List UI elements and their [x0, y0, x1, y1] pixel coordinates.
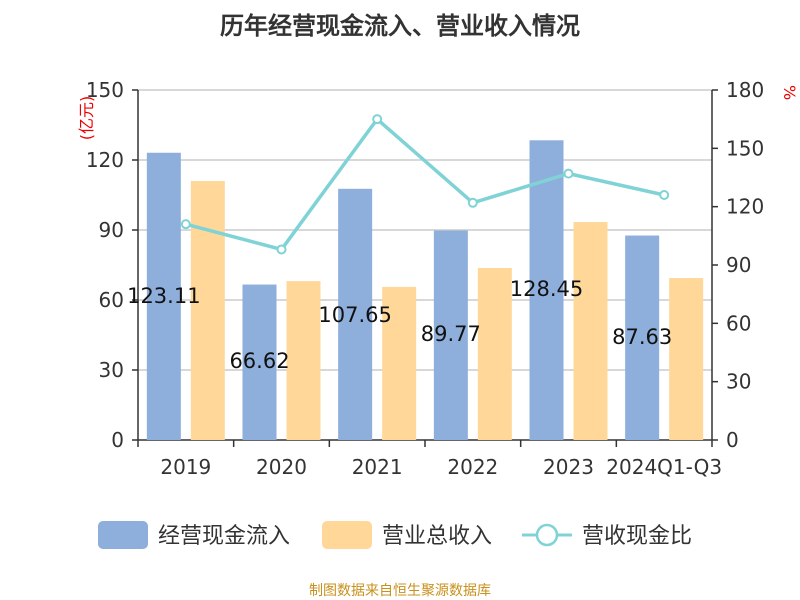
y-left-tick-label: 150: [86, 78, 124, 102]
data-label: 89.77: [421, 322, 481, 346]
x-tick-label: 2023: [543, 455, 594, 479]
y-right-tick-label: 120: [726, 195, 764, 219]
bar-revenue: [382, 286, 417, 440]
y-left-axis-label: (亿元): [77, 96, 96, 141]
chart-title: 历年经营现金流入、营业收入情况: [220, 12, 580, 40]
bar-revenue: [669, 278, 704, 440]
line-point: [467, 197, 478, 208]
data-label: 123.11: [127, 284, 200, 308]
bar-revenue: [286, 281, 321, 440]
x-tick-label: 2020: [256, 455, 307, 479]
line-point: [180, 219, 191, 230]
data-label: 66.62: [229, 349, 289, 373]
x-tick-label: 2021: [352, 455, 403, 479]
line-ratio: [185, 116, 665, 252]
line-point: [372, 114, 383, 125]
y-right-axis-label: %: [780, 85, 799, 100]
line-point: [659, 190, 670, 200]
data-label: 87.63: [612, 325, 672, 349]
data-label: 107.65: [318, 303, 391, 327]
bar-cash-inflow: [242, 284, 277, 440]
legend-label: 营业总收入: [382, 524, 492, 549]
y-left-tick-label: 120: [86, 148, 124, 172]
y-right-tick-label: 180: [726, 78, 764, 102]
legend-label: 经营现金流入: [158, 524, 290, 549]
line-point: [276, 244, 287, 255]
bar-cash-inflow: [625, 235, 660, 440]
x-tick-label: 2019: [160, 455, 211, 479]
bar-cash-inflow: [529, 140, 564, 441]
line-point: [563, 168, 574, 179]
source-note: 制图数据来自恒生聚源数据库: [309, 583, 491, 599]
y-right-tick-label: 150: [726, 136, 764, 160]
bar-cash-inflow: [338, 188, 373, 440]
y-left-tick-label: 30: [99, 358, 124, 382]
legend-swatch-revenue: [322, 521, 372, 549]
data-label: 128.45: [510, 277, 583, 301]
y-right-tick-label: 0: [726, 428, 739, 452]
x-tick-label: 2024Q1-Q3: [606, 455, 722, 479]
bar-revenue: [477, 268, 512, 440]
y-right-tick-label: 90: [726, 253, 751, 277]
bar-revenue: [190, 181, 225, 440]
y-left-tick-label: 60: [99, 288, 124, 312]
y-right-tick-label: 60: [726, 311, 751, 335]
y-left-tick-label: 0: [111, 428, 124, 452]
y-left-tick-label: 90: [99, 218, 124, 242]
bar-revenue: [573, 222, 608, 440]
bar-cash-inflow: [146, 152, 181, 440]
x-tick-label: 2022: [447, 455, 498, 479]
legend-swatch-ratio-marker: [535, 523, 559, 547]
y-right-tick-label: 30: [726, 370, 751, 394]
legend-swatch-cash-inflow: [98, 521, 148, 549]
legend-label: 营收现金比: [582, 524, 692, 549]
bar-cash-inflow: [433, 230, 468, 440]
